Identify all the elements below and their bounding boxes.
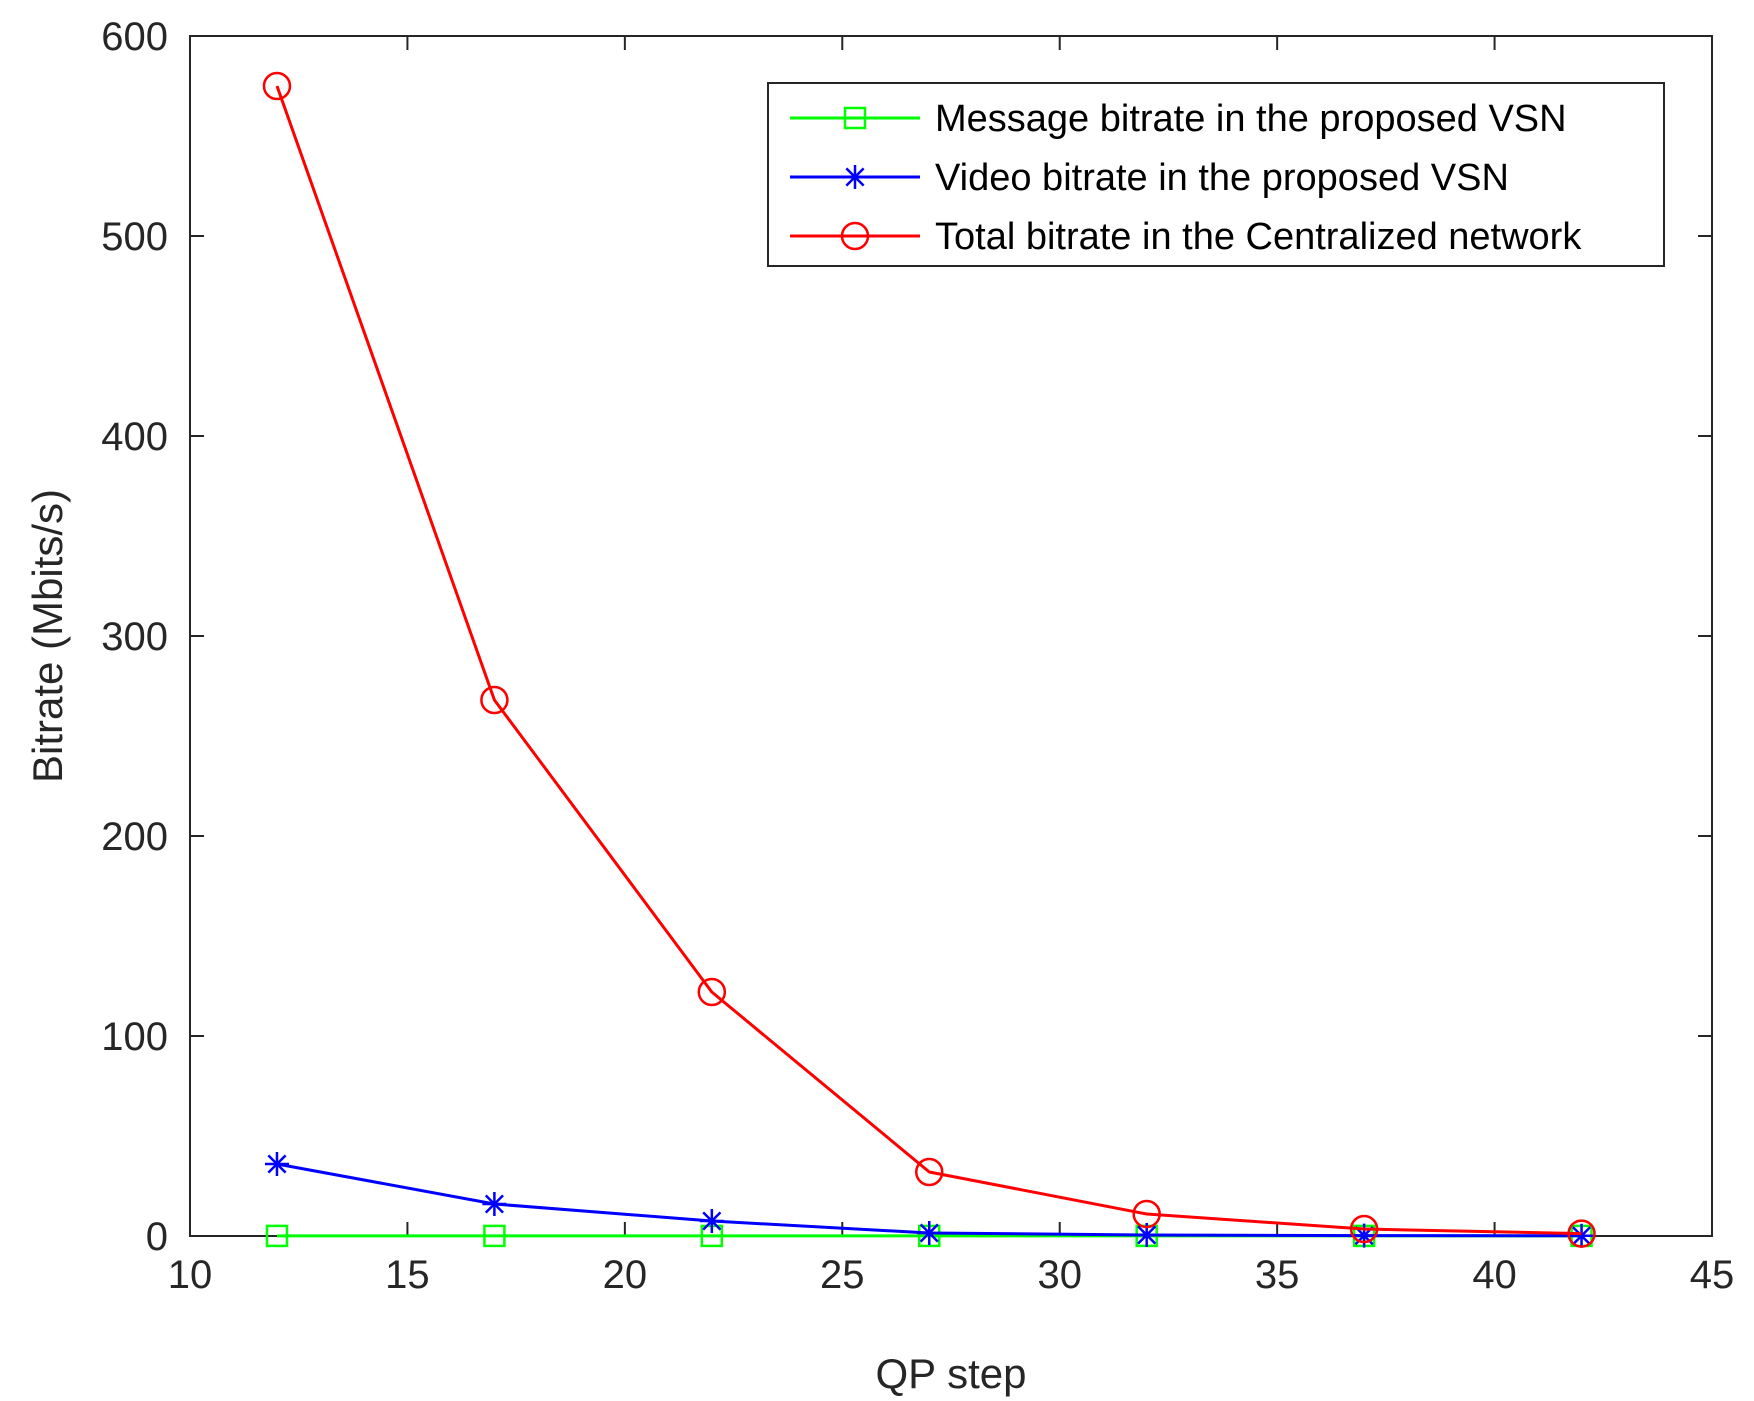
y-axis-label: Bitrate (Mbits/s): [24, 489, 71, 783]
data-point: [917, 1221, 942, 1245]
x-tick-label: 35: [1255, 1253, 1300, 1297]
y-tick-label: 600: [101, 15, 168, 59]
x-tick-label: 15: [385, 1253, 430, 1297]
data-point: [483, 1224, 506, 1248]
legend-entries: Message bitrate in the proposed VSN Video…: [790, 98, 1582, 258]
x-axis-ticks: 10 15 20 25 30 35 40 45: [168, 36, 1735, 1297]
x-tick-label: 45: [1690, 1253, 1735, 1297]
x-tick-label: 40: [1472, 1253, 1517, 1297]
data-point: [265, 1224, 289, 1248]
legend: Message bitrate in the proposed VSN Video…: [767, 82, 1665, 267]
series-line: [275, 85, 1582, 1236]
series-layer: [262, 71, 1596, 1248]
x-tick-label: 20: [603, 1253, 648, 1297]
data-point: [699, 1209, 724, 1233]
legend-entry: Video bitrate in the proposed VSN: [790, 157, 1509, 199]
data-point: [1569, 1223, 1594, 1248]
x-tick-label: 10: [168, 1253, 213, 1297]
series-circle: [262, 71, 1596, 1248]
x-tick-label: 30: [1037, 1253, 1082, 1297]
data-point: [915, 1157, 944, 1187]
y-tick-label: 300: [101, 615, 168, 659]
y-tick-label: 200: [101, 815, 168, 859]
y-tick-label: 400: [101, 415, 168, 459]
data-point: [1349, 1214, 1379, 1244]
legend-marker: [840, 221, 870, 251]
series-asterisk: [264, 1152, 1594, 1248]
legend-label: Total bitrate in the Centralized network: [935, 216, 1582, 258]
data-point: [262, 71, 292, 101]
y-tick-label: 100: [101, 1015, 168, 1059]
legend-label: Message bitrate in the proposed VSN: [935, 98, 1567, 140]
legend-marker: [843, 106, 867, 130]
data-point: [1132, 1199, 1161, 1229]
data-point: [480, 685, 509, 715]
legend-entry: Message bitrate in the proposed VSN: [790, 98, 1567, 140]
y-tick-label: 500: [101, 215, 168, 259]
y-axis-ticks: 0 100 200 300 400 500 600: [101, 15, 1712, 1259]
x-tick-label: 25: [820, 1253, 865, 1297]
legend-marker: [843, 165, 867, 189]
data-point: [697, 977, 727, 1007]
data-point: [264, 1152, 289, 1176]
legend-entry: Total bitrate in the Centralized network: [790, 216, 1582, 258]
data-point: [482, 1192, 507, 1216]
x-axis-label: QP step: [876, 1350, 1027, 1397]
legend-label: Video bitrate in the proposed VSN: [935, 157, 1509, 199]
y-tick-label: 0: [146, 1215, 168, 1259]
data-point: [1567, 1219, 1596, 1248]
